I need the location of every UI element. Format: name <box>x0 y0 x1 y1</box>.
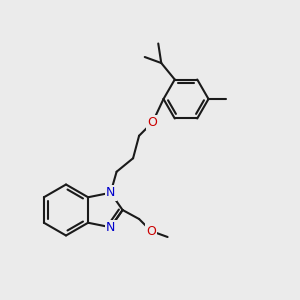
Text: N: N <box>106 221 115 234</box>
Text: N: N <box>106 186 115 199</box>
Text: O: O <box>146 224 156 238</box>
Text: O: O <box>148 116 158 129</box>
